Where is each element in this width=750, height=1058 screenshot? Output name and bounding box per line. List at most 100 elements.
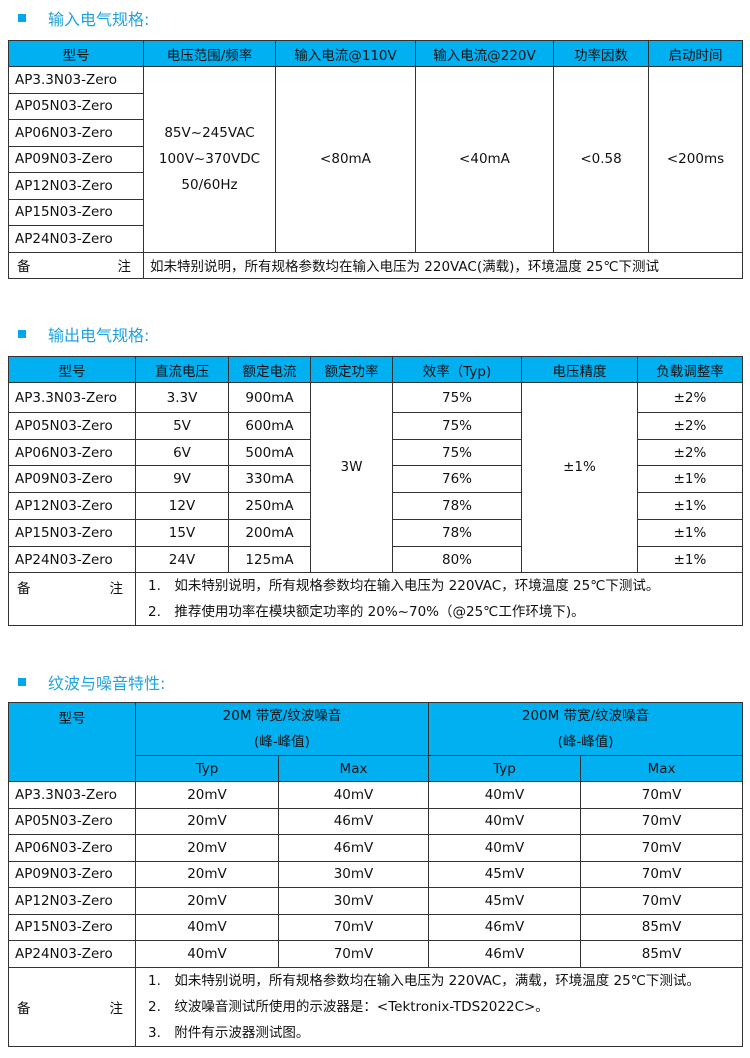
typ-20m-cell: 40mV (135, 913, 279, 941)
header-cell: 型号 (8, 702, 136, 782)
model-cell: AP24N03-Zero (8, 940, 136, 968)
max-20m-cell: 30mV (277, 887, 430, 915)
model-cell: AP3.3N03-Zero (8, 781, 136, 809)
subheader-cell: Typ (428, 755, 582, 782)
max-20m-cell: 46mV (277, 834, 430, 862)
model-cell: AP12N03-Zero (8, 172, 144, 200)
efficiency-cell: 78% (392, 519, 522, 547)
current-cell: 600mA (228, 412, 311, 440)
efficiency-cell: 75% (392, 412, 522, 440)
model-cell: AP24N03-Zero (8, 546, 136, 573)
model-cell: AP15N03-Zero (8, 913, 136, 941)
header-cell: 电压精度 (521, 356, 638, 383)
typ-20m-cell: 20mV (135, 781, 279, 809)
model-cell: AP05N03-Zero (8, 412, 136, 440)
power-cell: 3W (310, 382, 393, 573)
header-cell: 输入电流@220V (415, 40, 554, 67)
table-row: AP09N03-Zero 20mV 30mV 45mV 70mV (8, 860, 744, 888)
voltage-cell: 5V (135, 412, 229, 440)
note-line: 3. 附件有示波器测试图。 (148, 1024, 310, 1041)
input-spec-table: 型号 电压范围/频率 输入电流@110V 输入电流@220V 功率因数 启动时间 AP3.… (8, 40, 743, 279)
subheader-cell: Typ (135, 755, 279, 782)
pf-cell: <0.58 (553, 66, 649, 253)
voltage-cell: 85V~245VAC 100V~370VDC 50/60Hz (143, 66, 276, 253)
header-cell: 效率（Typ) (392, 356, 522, 383)
current-cell: 250mA (228, 492, 311, 520)
current-cell: 330mA (228, 465, 311, 493)
model-cell: AP12N03-Zero (8, 492, 136, 520)
header-cell: 启动时间 (648, 40, 743, 67)
notes: 1. 如未特别说明，所有规格参数均在输入电压为 220VAC，满载，环境温度 2… (134, 966, 744, 1047)
bullet-square-icon (18, 678, 26, 686)
regulation-cell: ±1% (637, 465, 743, 493)
table-row: AP3.3N03-Zero 20mV 40mV 40mV 70mV (8, 781, 744, 809)
regulation-cell: ±1% (637, 492, 743, 520)
note-label-char: 备 (17, 259, 31, 275)
typ-200m-cell: 45mV (428, 887, 582, 915)
header-line: 200M 带宽/纹波噪音 (521, 708, 650, 724)
typ-200m-cell: 46mV (428, 913, 582, 941)
note-label-char: 备 (17, 1000, 31, 1017)
title-text: 输出电气规格: (48, 326, 150, 345)
model-cell: AP24N03-Zero (8, 225, 144, 253)
typ-20m-cell: 20mV (135, 887, 279, 915)
note-line: 1. 如未特别说明，所有规格参数均在输入电压为 220VAC，满载，环境温度 2… (148, 972, 700, 989)
max-20m-cell: 70mV (277, 913, 430, 941)
section-title-input: 输入电气规格: (18, 6, 149, 30)
current-cell: 125mA (228, 546, 311, 573)
voltage-line: 50/60Hz (181, 177, 238, 194)
model-cell: AP09N03-Zero (8, 465, 136, 493)
model-cell: AP12N03-Zero (8, 887, 136, 915)
bullet-square-icon (18, 330, 26, 338)
max-20m-cell: 46mV (277, 807, 430, 835)
accuracy-cell: ±1% (521, 382, 638, 573)
table-row: AP05N03-Zero 20mV 46mV 40mV 70mV (8, 807, 744, 835)
voltage-cell: 3.3V (135, 382, 229, 413)
header-cell: 200M 带宽/纹波噪音 (峰-峰值) (428, 702, 744, 756)
voltage-cell: 15V (135, 519, 229, 547)
subheader-cell: Max (277, 755, 430, 782)
efficiency-cell: 75% (392, 439, 522, 466)
max-200m-cell: 70mV (580, 887, 744, 915)
typ-200m-cell: 46mV (428, 940, 582, 968)
voltage-line: 85V~245VAC (164, 125, 255, 142)
note-line: 1. 如未特别说明，所有规格参数均在输入电压为 220VAC，环境温度 25℃下… (148, 578, 660, 594)
current-cell: 900mA (228, 382, 311, 413)
title-text: 输入电气规格: (48, 10, 150, 29)
efficiency-cell: 80% (392, 546, 522, 573)
typ-20m-cell: 20mV (135, 834, 279, 862)
max-200m-cell: 85mV (580, 913, 744, 941)
model-cell: AP06N03-Zero (8, 119, 144, 147)
typ-200m-cell: 40mV (428, 781, 582, 809)
note-label: 备注 (8, 966, 136, 1047)
typ-200m-cell: 40mV (428, 834, 582, 862)
efficiency-cell: 76% (392, 465, 522, 493)
header-cell: 直流电压 (135, 356, 229, 383)
notes: 1. 如未特别说明，所有规格参数均在输入电压为 220VAC，环境温度 25℃下… (135, 572, 743, 626)
max-200m-cell: 70mV (580, 860, 744, 888)
header-cell: 额定电流 (228, 356, 311, 383)
header-cell: 输入电流@110V (275, 40, 416, 67)
current110-cell: <80mA (275, 66, 416, 253)
max-200m-cell: 70mV (580, 781, 744, 809)
note-line: 2. 纹波噪音测试所使用的示波器是：<Tektronix-TDS2022C>。 (148, 998, 549, 1015)
model-cell: AP05N03-Zero (8, 807, 136, 835)
header-cell: 电压范围/频率 (143, 40, 276, 67)
header-line: 20M 带宽/纹波噪音 (222, 708, 342, 724)
regulation-cell: ±1% (637, 519, 743, 547)
typ-20m-cell: 40mV (135, 940, 279, 968)
note-label: 备注 (8, 251, 144, 279)
note-label-char: 注 (109, 581, 124, 597)
model-cell: AP06N03-Zero (8, 834, 136, 862)
regulation-cell: ±2% (637, 382, 743, 413)
header-cell: 20M 带宽/纹波噪音 (峰-峰值) (134, 702, 430, 756)
voltage-cell: 9V (135, 465, 229, 493)
note-line: 2. 推荐使用功率在模块额定功率的 20%~70%（@25℃工作环境下)。 (148, 604, 585, 620)
model-cell: AP09N03-Zero (8, 860, 136, 888)
voltage-cell: 24V (135, 546, 229, 573)
header-cell: 型号 (8, 356, 136, 383)
model-cell: AP06N03-Zero (8, 439, 136, 466)
table-row: AP15N03-Zero 40mV 70mV 46mV 85mV (8, 913, 744, 941)
ripple-noise-table: 型号 20M 带宽/纹波噪音 (峰-峰值) 200M 带宽/纹波噪音 (峰-峰值) … (8, 702, 744, 1047)
max-20m-cell: 30mV (277, 860, 430, 888)
